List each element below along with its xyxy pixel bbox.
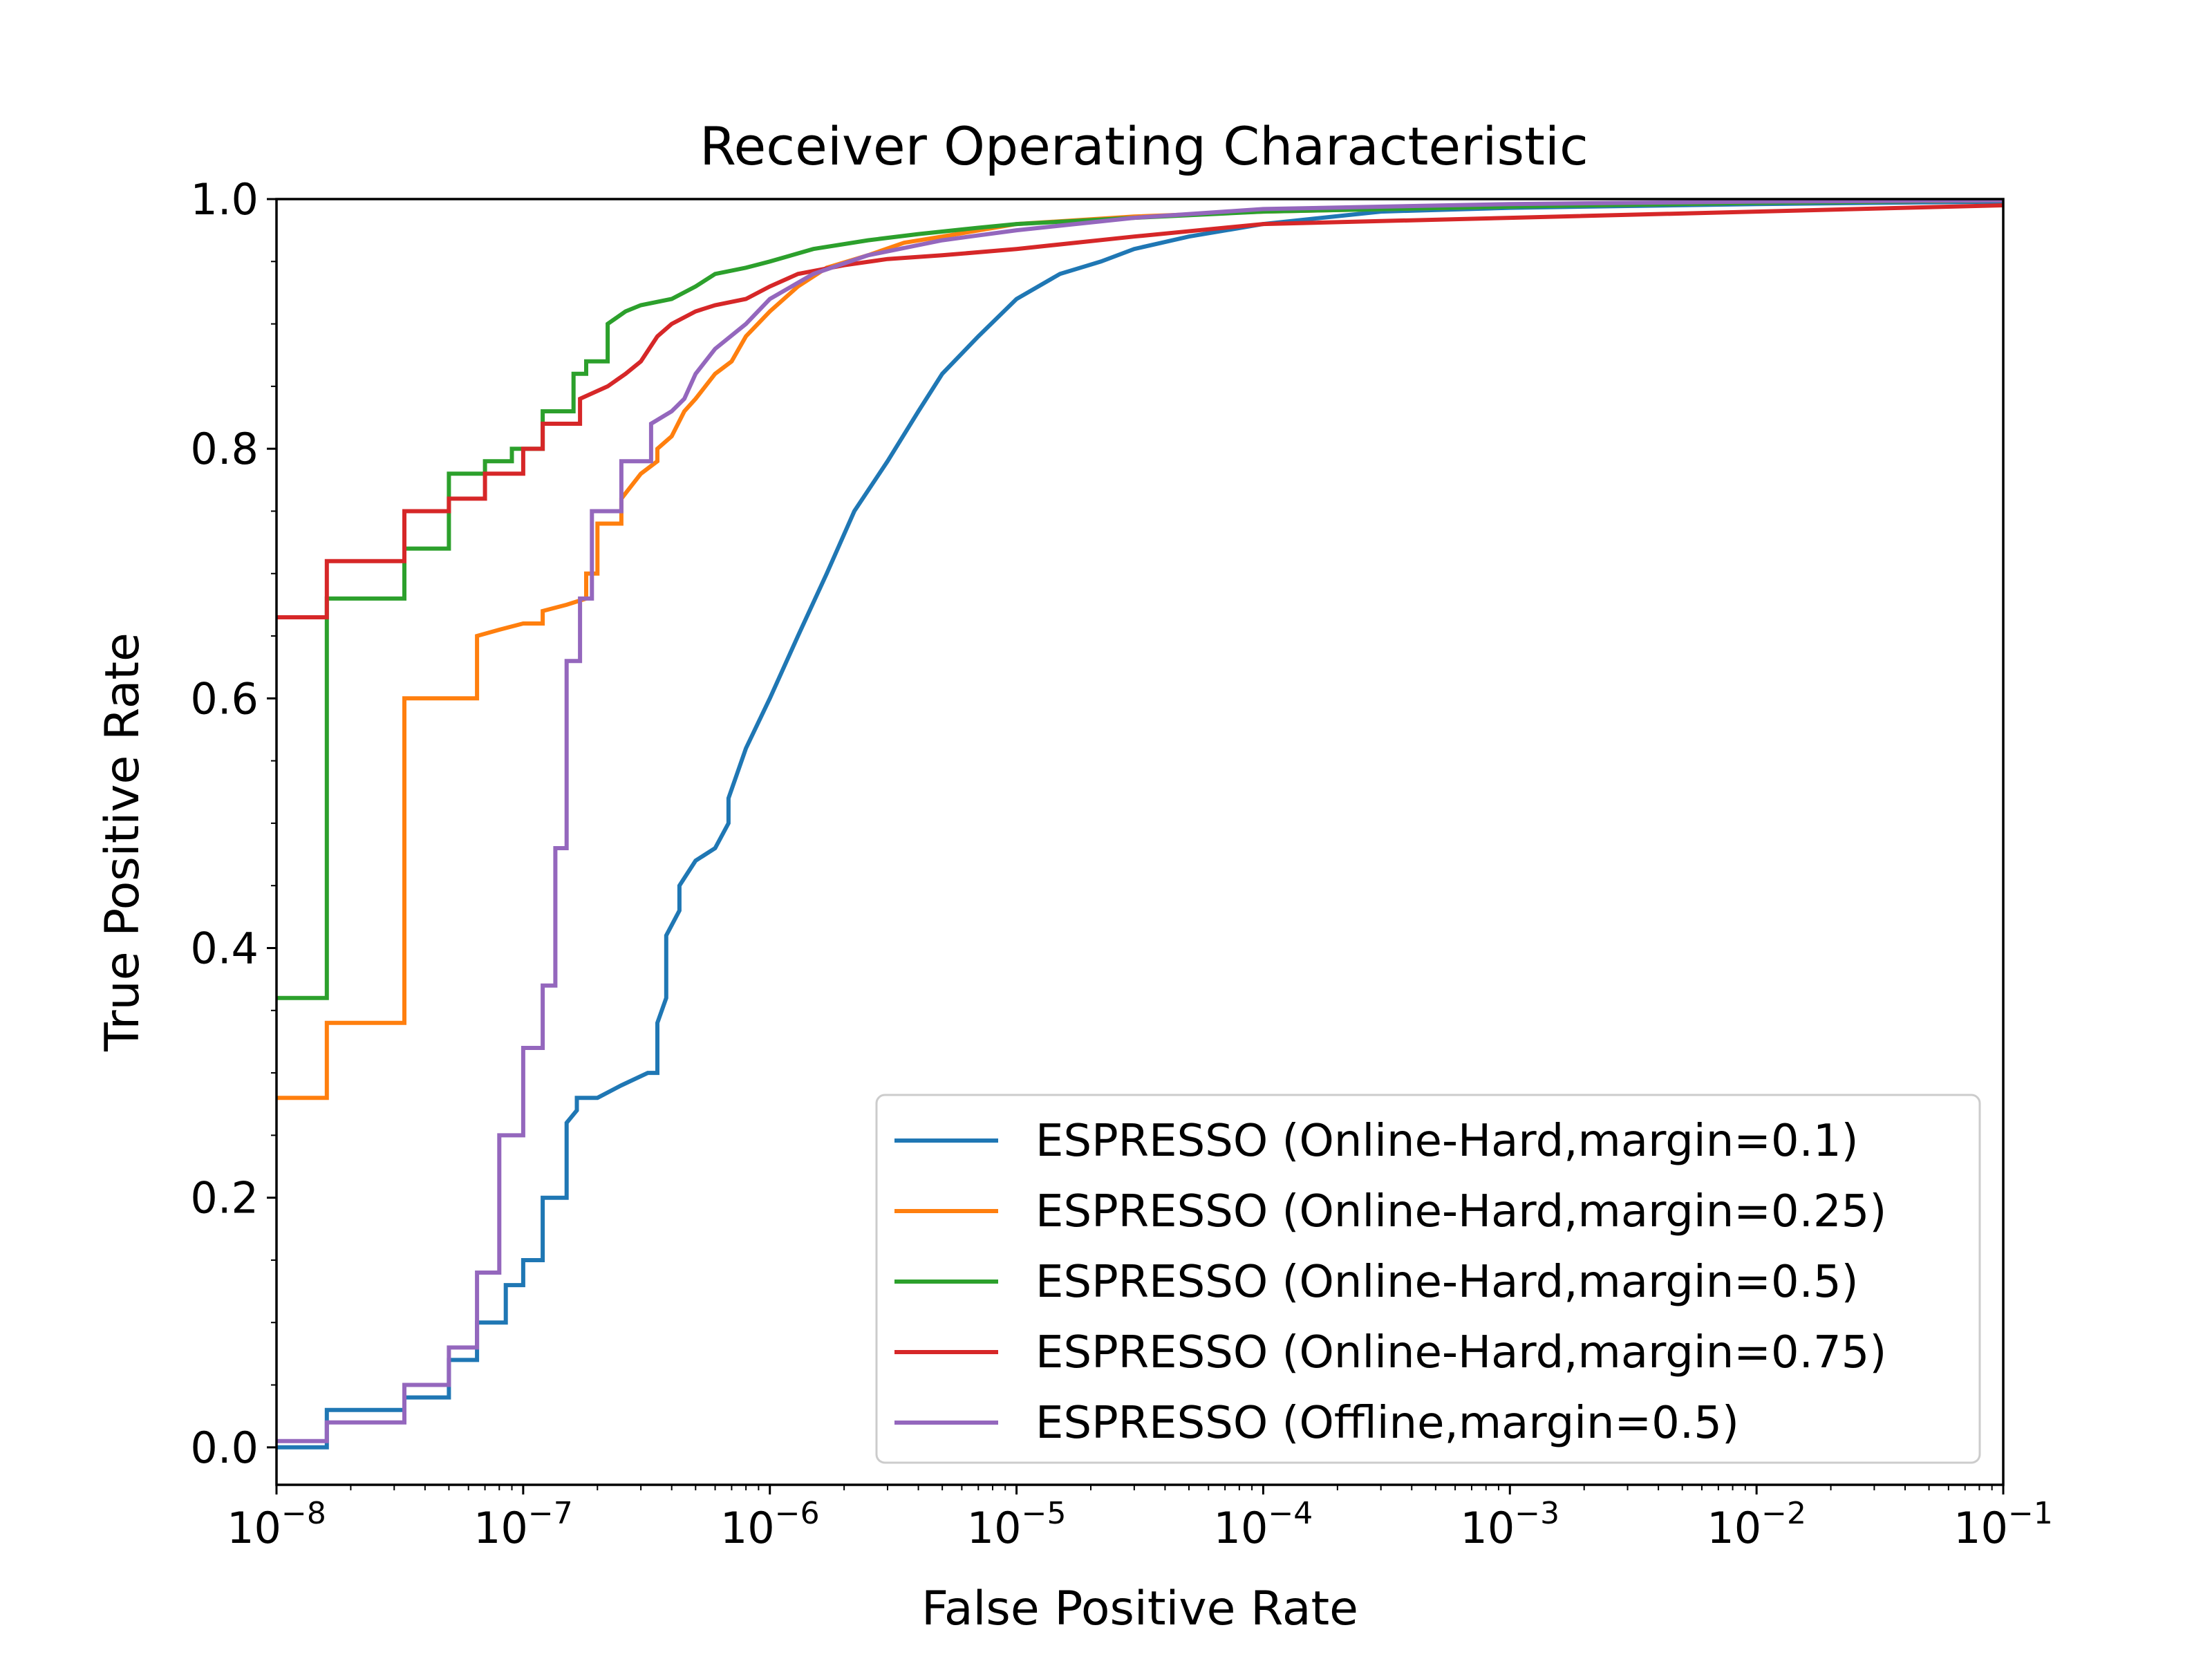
series-line-2 bbox=[276, 199, 2003, 1100]
y-axis-label: True Positive Rate bbox=[95, 632, 150, 1052]
legend-box bbox=[875, 1094, 1981, 1464]
y-tick-label: 0.4 bbox=[190, 923, 259, 973]
series-line-1 bbox=[276, 199, 2003, 1450]
x-tick-label: 10−7 bbox=[474, 1496, 573, 1553]
legend: ESPRESSO (Online-Hard,margin=0.1) ESPRESS… bbox=[875, 1094, 1981, 1464]
y-tick-label: 0.6 bbox=[190, 673, 259, 724]
y-tick-label: 0.0 bbox=[190, 1423, 259, 1473]
x-axis-label: False Positive Rate bbox=[921, 1582, 1358, 1636]
legend-label: ESPRESSO (Offline,margin=0.5) bbox=[1035, 1398, 1739, 1449]
series-line-3 bbox=[276, 199, 2003, 1000]
legend-label: ESPRESSO (Online-Hard,margin=0.5) bbox=[1035, 1257, 1859, 1308]
legend-label: ESPRESSO (Online-Hard,margin=0.1) bbox=[1035, 1116, 1859, 1167]
series-line-4 bbox=[276, 203, 2003, 619]
y-tick-label: 1.0 bbox=[190, 174, 259, 225]
y-axis: 0.0 0.2 0.4 0.6 0.8 1.0 bbox=[190, 174, 276, 1473]
x-axis: 10−8 10−7 10−6 10−5 10−4 10−3 10−2 10−1 bbox=[227, 1485, 2053, 1553]
x-tick-label: 10−6 bbox=[720, 1496, 820, 1553]
x-tick-label: 10−8 bbox=[227, 1496, 326, 1553]
series-layer bbox=[276, 199, 2003, 1450]
y-tick-label: 0.8 bbox=[190, 424, 259, 474]
x-tick-label: 10−1 bbox=[1953, 1496, 2053, 1553]
series-line-5 bbox=[276, 199, 2003, 1443]
plot-frame bbox=[275, 198, 2005, 1486]
x-tick-label: 10−2 bbox=[1707, 1496, 1806, 1553]
legend-label: ESPRESSO (Online-Hard,margin=0.75) bbox=[1035, 1327, 1886, 1378]
x-tick-label: 10−3 bbox=[1460, 1496, 1559, 1553]
x-tick-label: 10−5 bbox=[967, 1496, 1067, 1553]
y-tick-label: 0.2 bbox=[190, 1173, 259, 1224]
chart-title: Receiver Operating Characteristic bbox=[700, 115, 1588, 177]
x-tick-label: 10−4 bbox=[1214, 1496, 1313, 1553]
legend-label: ESPRESSO (Online-Hard,margin=0.25) bbox=[1035, 1186, 1886, 1237]
